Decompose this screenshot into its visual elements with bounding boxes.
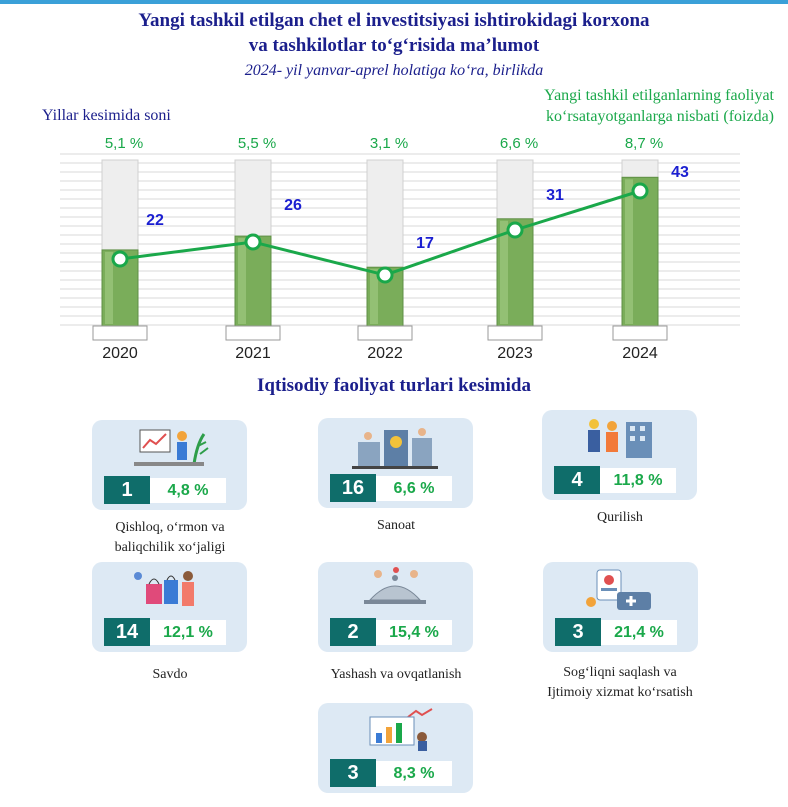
value-label: 43 — [671, 164, 689, 181]
sector-percent: 12,1 % — [150, 620, 226, 645]
sector-percent: 4,8 % — [150, 478, 226, 503]
sector-label-line: Sanoat — [376, 518, 416, 533]
left-axis-label: Yillar kesimida soni — [42, 107, 171, 124]
sector-label-food: Yashash va ovqatlanish — [286, 665, 506, 685]
section-title: Iqtisodiy faoliyat turlari kesimida — [257, 375, 531, 396]
sector-count: 14 — [104, 618, 150, 646]
top-accent-bar — [0, 0, 788, 4]
sector-count: 3 — [330, 759, 376, 787]
x-tick-label: 2021 — [235, 345, 271, 362]
sector-count: 4 — [554, 466, 600, 494]
sector-label-industry: Sanoat — [286, 516, 506, 536]
finance-icon — [369, 708, 433, 751]
sector-card-health: 3 21,4 % — [543, 562, 698, 652]
x-tick-label: 2023 — [497, 345, 533, 362]
sector-card-construction: 4 11,8 % — [542, 410, 697, 500]
ratio-point — [376, 266, 394, 284]
sector-card-finance: 3 8,3 % — [318, 703, 473, 793]
food-service-icon — [364, 567, 426, 604]
bar-base — [92, 325, 148, 341]
sector-count: 2 — [330, 618, 376, 646]
sector-label-line: Qurilish — [597, 510, 643, 525]
pct-label: 5,5 % — [238, 135, 276, 152]
x-tick-label: 2024 — [622, 345, 658, 362]
sector-percent: 11,8 % — [600, 468, 676, 493]
bar-base — [357, 325, 413, 341]
pct-label: 8,7 % — [625, 135, 663, 152]
bar-highlight — [370, 269, 378, 324]
pct-label: 3,1 % — [370, 135, 408, 152]
industry-icon — [352, 428, 438, 469]
ratio-point — [111, 250, 129, 268]
x-tick-label: 2022 — [367, 345, 403, 362]
value-label: 22 — [146, 212, 164, 229]
legend-line-2: ko‘rsatayotganlarga nisbati (foizda) — [545, 108, 774, 125]
legend-label: Yangi tashkil etilganlarning faoliyat ko… — [544, 85, 774, 127]
bar-highlight — [625, 179, 633, 324]
page-title: Yangi tashkil etilgan chet el investitsi… — [138, 10, 650, 31]
sector-label-line: Yashash va ovqatlanish — [330, 667, 462, 682]
legend-line-1: Yangi tashkil etilganlarning faoliyat — [544, 87, 774, 104]
sector-label-line: Savdo — [152, 667, 188, 682]
sector-card-trade: 14 12,1 % — [92, 562, 247, 652]
bar-highlight — [105, 251, 113, 324]
bar-highlight — [500, 220, 508, 324]
sector-label-line: baliqchilik xo‘jaligi — [114, 540, 226, 555]
value-label: 26 — [284, 197, 302, 214]
page-title-line2: va tashkilotlar to‘g‘risida ma’lumot — [248, 35, 540, 56]
bar-highlight — [238, 238, 246, 324]
sector-label-agriculture: Qishloq, o‘rmon va baliqchilik xo‘jaligi — [60, 518, 280, 558]
sector-card-agriculture: 1 4,8 % — [92, 420, 247, 510]
sector-percent: 6,6 % — [376, 476, 452, 501]
pct-label: 5,1 % — [105, 135, 143, 152]
bar-line-chart: 2020 5,1 % 2021 5,5 % 2022 3,1 % 2023 6,6 % 2024… — [60, 135, 740, 362]
shopping-icon — [134, 571, 194, 606]
healthcare-icon — [586, 569, 651, 610]
pct-label: 6,6 % — [500, 135, 538, 152]
bar-base — [487, 325, 543, 341]
sector-label-construction: Qurilish — [510, 508, 730, 528]
sector-label-line: Qishloq, o‘rmon va — [115, 520, 225, 535]
value-label: 31 — [546, 187, 564, 204]
bar-base — [225, 325, 281, 341]
sector-label-health: Sog‘liqni saqlash va Ijtimoiy xizmat ko‘… — [510, 663, 730, 703]
agriculture-icon — [134, 429, 209, 466]
bar-base — [612, 325, 668, 341]
ratio-point — [244, 233, 262, 251]
sector-label-trade: Savdo — [60, 665, 280, 685]
page-subtitle: 2024- yil yanvar-aprel holatiga ko‘ra, b… — [244, 62, 544, 79]
sector-percent: 8,3 % — [376, 761, 452, 786]
sector-count: 3 — [555, 618, 601, 646]
sector-percent: 21,4 % — [601, 620, 677, 645]
value-label: 17 — [416, 235, 434, 252]
ratio-point — [631, 182, 649, 200]
sector-card-industry: 16 6,6 % — [318, 418, 473, 508]
x-tick-label: 2020 — [102, 345, 138, 362]
construction-icon — [588, 419, 652, 458]
sector-label-line: Sog‘liqni saqlash va — [563, 665, 677, 680]
ratio-point — [506, 221, 524, 239]
sector-label-line: Ijtimoiy xizmat ko‘rsatish — [547, 685, 693, 700]
sector-count: 16 — [330, 474, 376, 502]
sector-card-food: 2 15,4 % — [318, 562, 473, 652]
sector-count: 1 — [104, 476, 150, 504]
sector-percent: 15,4 % — [376, 620, 452, 645]
